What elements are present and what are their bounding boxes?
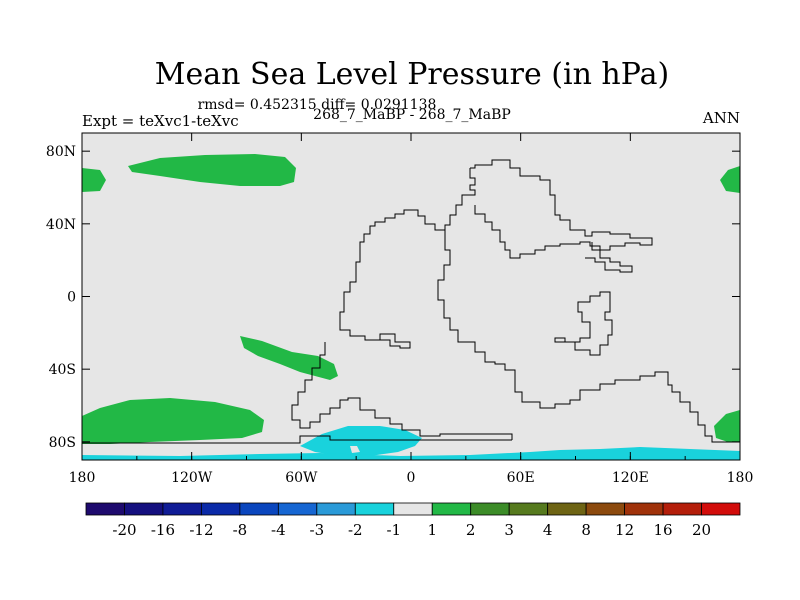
season-label: ANN [702, 109, 740, 127]
colorbar-swatch [85, 502, 125, 516]
south-pacific-region [240, 336, 338, 380]
y-tick-label: 80S [49, 435, 76, 451]
colorbar-swatch [470, 502, 510, 516]
colorbar-label: -20 [112, 521, 136, 539]
colorbar-label: -4 [271, 521, 286, 539]
colorbar-swatch [431, 502, 472, 516]
y-tick-label: 40N [46, 217, 76, 233]
colorbar-swatch [201, 502, 241, 516]
coastline-south-landmass [291, 342, 513, 440]
colorbar-label: 2 [466, 521, 476, 539]
x-tick-label: 120E [612, 470, 649, 486]
colorbar-label: 1 [427, 521, 437, 539]
colorbar-swatch [239, 502, 279, 516]
coastline-inner-sea [585, 242, 633, 273]
colorbar-label: 4 [543, 521, 553, 539]
coastline-north-east [470, 159, 653, 259]
axes: 180 120W 60W 0 60E 120E 180 80N 40N 0 40S 80S [46, 133, 753, 486]
colorbar-swatch [662, 502, 702, 516]
colorbar-label: -12 [189, 521, 213, 539]
coastline-island [554, 291, 613, 356]
chart-title: Mean Sea Level Pressure (in hPa) [155, 57, 669, 92]
x-tick-label: 60W [285, 470, 318, 486]
colorbar-swatch [277, 502, 318, 516]
x-tick-label: 120W [171, 470, 213, 486]
arctic-east-region [720, 166, 740, 193]
antarctic-low-dome [300, 426, 422, 456]
coastline-continent-main [339, 168, 476, 349]
colorbar-label: 20 [692, 521, 711, 539]
colorbar-swatch [162, 502, 202, 516]
y-tick-label: 80N [46, 144, 76, 160]
colorbar-swatch [624, 502, 664, 516]
southern-ocean-west-region [82, 398, 264, 444]
stats-subtitle: rmsd= 0.452315 diff= 0.0291138 [198, 97, 437, 113]
coastline-antarctic-edge [82, 435, 512, 444]
colorbar-swatch [585, 502, 625, 516]
x-tick-label: 60E [507, 470, 535, 486]
experiment-label: Expt = teXvc1-teXvc [82, 112, 239, 130]
colorbar-swatch [393, 502, 433, 516]
colorbar-label: -16 [151, 521, 175, 539]
x-tick-label: 180 [727, 470, 754, 486]
colorbar-swatch [124, 502, 164, 516]
colorbar-label: -1 [386, 521, 401, 539]
colorbar-label: 3 [504, 521, 514, 539]
colorbar-label: -3 [310, 521, 325, 539]
colorbar-swatch [547, 502, 587, 516]
colorbar: -20 -16 -12 -8 -4 -3 -2 -1 1 2 3 4 8 12 16 20 [85, 502, 741, 539]
colorbar-swatch [701, 502, 741, 516]
colorbar-swatch [316, 502, 356, 516]
colorbar-label: -8 [233, 521, 248, 539]
x-tick-label: 180 [69, 470, 96, 486]
colorbar-label: -2 [348, 521, 363, 539]
north-pacific-region [128, 154, 296, 186]
antarctic-gap [350, 446, 360, 453]
map-area [81, 132, 741, 461]
x-tick-label: 0 [407, 470, 416, 486]
colorbar-swatch [508, 502, 549, 516]
y-tick-label: 0 [67, 290, 76, 306]
colorbar-swatch [354, 502, 395, 516]
colorbar-label: 16 [654, 521, 673, 539]
colorbar-label: 8 [581, 521, 591, 539]
southern-ocean-east-region [714, 410, 740, 442]
coastlines [82, 159, 740, 444]
arctic-west-region [82, 168, 106, 192]
y-tick-label: 40S [49, 362, 76, 378]
colorbar-label: 12 [615, 521, 634, 539]
coastline-east-landmass [437, 230, 740, 443]
cases-subtitle: 268_7_MaBP - 268_7_MaBP [313, 107, 511, 123]
